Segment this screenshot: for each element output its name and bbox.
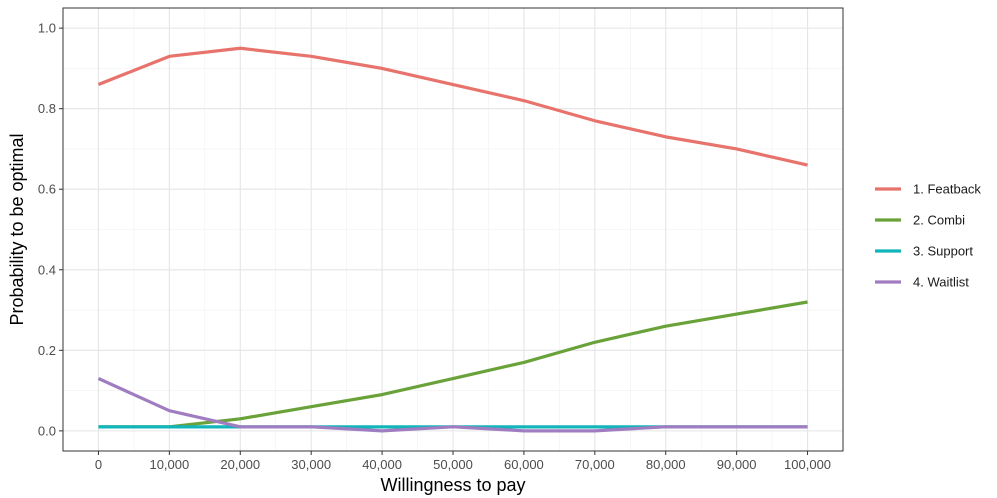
- legend-label-3: 3. Support: [913, 244, 973, 259]
- major-gridlines: [63, 8, 843, 451]
- y-axis-ticks: 0.0 0.2 0.4 0.6 0.8 1.0: [38, 21, 63, 438]
- x-tick-label: 30,000: [291, 457, 331, 472]
- x-axis-ticks: 0 10,000 20,000 30,000 40,000 50,000 60,000 70,…: [95, 451, 831, 472]
- x-tick-label: 50,000: [433, 457, 473, 472]
- y-tick-label: 0.2: [38, 343, 56, 358]
- y-tick-label: 0.0: [38, 423, 56, 438]
- x-axis-title: Willingness to pay: [380, 475, 525, 495]
- series-lines: [97, 46, 808, 433]
- x-tick-label: 70,000: [575, 457, 615, 472]
- x-tick-label: 20,000: [220, 457, 260, 472]
- x-tick-label: 0: [95, 457, 102, 472]
- y-tick-label: 0.6: [38, 182, 56, 197]
- x-tick-label: 100,000: [784, 457, 831, 472]
- x-tick-label: 40,000: [362, 457, 402, 472]
- x-tick-label: 60,000: [504, 457, 544, 472]
- y-tick-label: 0.4: [38, 262, 56, 277]
- x-tick-label: 80,000: [646, 457, 686, 472]
- legend-label-1: 1. Featback: [913, 182, 981, 197]
- y-axis-title: Probability to be optimal: [7, 133, 27, 325]
- series-line-4: [97, 377, 808, 433]
- y-tick-label: 1.0: [38, 21, 56, 36]
- y-tick-label: 0.8: [38, 101, 56, 116]
- legend: 1. Featback 2. Combi 3. Support 4. Waitlist: [875, 182, 981, 290]
- legend-label-2: 2. Combi: [913, 213, 965, 228]
- x-tick-label: 10,000: [149, 457, 189, 472]
- series-line-1: [97, 46, 808, 167]
- legend-label-4: 4. Waitlist: [913, 275, 969, 290]
- x-tick-label: 90,000: [717, 457, 757, 472]
